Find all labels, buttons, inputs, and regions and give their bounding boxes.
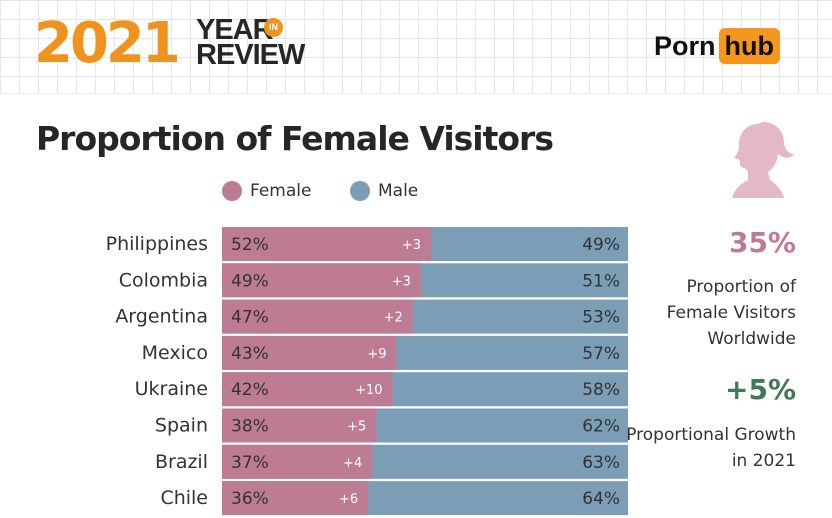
proportion-label: Proportion of Female Visitors Worldwide [666, 277, 796, 349]
female-value-label: 49% [231, 271, 269, 291]
male-value-label: 58% [582, 380, 620, 400]
change-label: +9 [367, 347, 386, 362]
change-label: +10 [355, 383, 382, 398]
category-label: Mexico [142, 342, 208, 364]
category-label: Chile [160, 487, 208, 509]
female-value-label: 38% [231, 417, 269, 437]
change-label: +6 [339, 492, 358, 507]
category-label: Brazil [155, 451, 208, 473]
female-value-label: 52% [231, 235, 269, 255]
change-label: +5 [347, 420, 366, 435]
female-value-label: 47% [231, 308, 269, 328]
header-banner: 2021 YEAR REVIEW IN Porn hub [0, 0, 832, 94]
change-label: +3 [392, 274, 411, 289]
female-value-label: 42% [231, 380, 269, 400]
legend-female-label: Female [250, 180, 312, 201]
review-word: REVIEW [196, 39, 305, 71]
bar-female [222, 227, 432, 261]
bar-female [222, 408, 377, 443]
legend-male-swatch [350, 180, 370, 201]
growth-value: +5% [725, 373, 796, 406]
woman-silhouette-icon [732, 122, 794, 198]
bar-female [222, 299, 413, 334]
category-label: Colombia [119, 269, 208, 291]
change-label: +4 [343, 456, 362, 471]
male-value-label: 49% [582, 235, 620, 255]
category-label: Ukraine [135, 378, 208, 400]
logo-left-text: Porn [654, 31, 716, 61]
legend-male: Male [350, 180, 418, 202]
male-value-label: 63% [582, 453, 620, 473]
chart-title: Proportion of Female Visitors [36, 119, 554, 158]
bar-female [222, 481, 369, 516]
category-label: Argentina [115, 306, 208, 328]
male-value-label: 53% [582, 308, 620, 328]
male-value-label: 57% [582, 344, 620, 364]
legend-male-label: Male [378, 180, 419, 201]
in-badge: IN [264, 18, 283, 37]
male-value-label: 51% [582, 271, 620, 291]
bar-female [222, 263, 421, 298]
growth-label: Proportional Growth in 2021 [626, 425, 796, 471]
category-label: Spain [155, 415, 208, 437]
logo-right-text: hub [718, 28, 780, 64]
year-word: YEAR [196, 14, 274, 46]
male-value-label: 62% [582, 417, 620, 437]
legend-female-swatch [222, 180, 242, 201]
female-value-label: 43% [231, 344, 269, 364]
year-number: 2021 [34, 11, 181, 76]
year-in-review-wordmark: YEAR REVIEW [196, 14, 305, 71]
female-value-label: 37% [231, 453, 269, 473]
change-label: +3 [402, 238, 421, 253]
brand-logo[interactable]: Porn hub [654, 26, 780, 66]
change-label: +2 [384, 311, 403, 326]
proportion-value: 35% [728, 226, 796, 259]
legend-female: Female [222, 180, 311, 202]
male-value-label: 64% [582, 489, 620, 509]
bar-female [222, 335, 397, 370]
bar-female [222, 444, 373, 479]
bar-female [222, 372, 393, 407]
female-value-label: 36% [231, 489, 269, 509]
category-label: Philippines [106, 233, 208, 255]
